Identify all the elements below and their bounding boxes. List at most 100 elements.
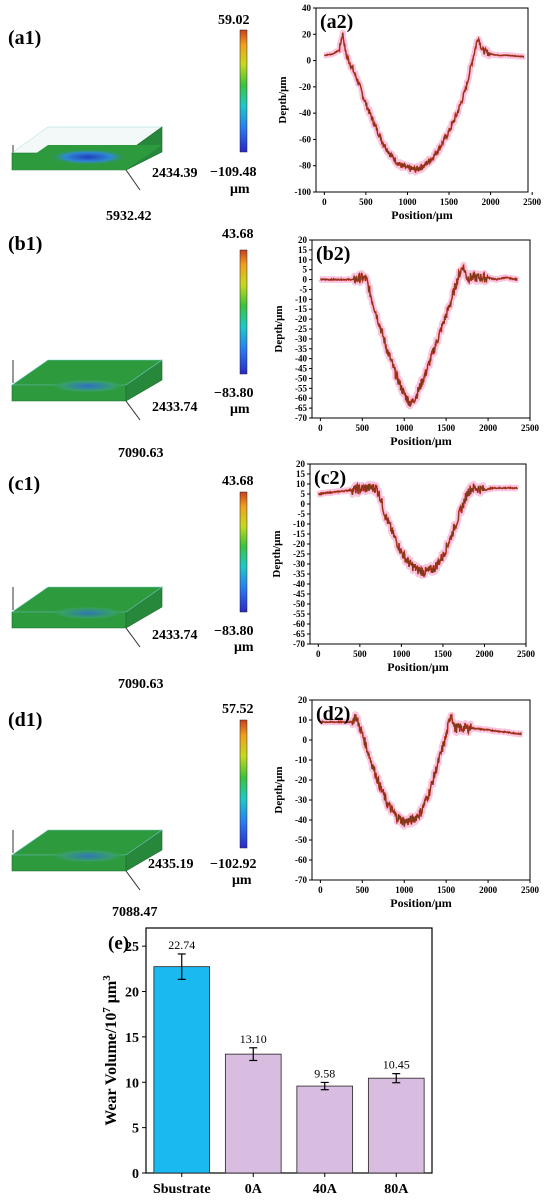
colorbar-max: 43.68: [222, 227, 254, 242]
y-tick-label: -65: [295, 403, 307, 413]
wear-volume-bar-chart: 0 5 10 15 20 25 22.74 Sbustrate 13.10 0A 9.58 40A 10…: [101, 927, 433, 1197]
x-tick-label: 1500: [437, 423, 456, 433]
y-tick-label: -65: [293, 629, 305, 639]
y-axis-label: Wear Volume/107 μm3: [101, 975, 120, 1126]
y-axis-label: Depth/μm: [277, 76, 289, 123]
y-tick-label: -30: [293, 559, 305, 569]
y-tick-label: 15: [298, 245, 308, 255]
y-tick-label: 0: [307, 56, 312, 66]
profile-chart-a2: 0 500 1000 1500 2000 2500 40 20 0 -20 -40 -60 -80 -10…: [277, 3, 542, 222]
map-width-label: 2435.19: [148, 857, 194, 872]
panel-label-a1: (a1): [8, 27, 41, 49]
profile-noise: [320, 264, 518, 407]
x-tick-label: 500: [353, 649, 367, 659]
bar: [153, 966, 211, 1174]
colorbar-max: 59.02: [218, 13, 250, 28]
y-tick-label: -40: [299, 108, 311, 118]
y-axis-label: Depth/μm: [271, 530, 283, 577]
y-tick-label: 0: [132, 1167, 139, 1182]
y-tick-label: -35: [295, 344, 307, 354]
map-length-label: 5932.42: [106, 209, 152, 224]
x-tick-label: 1000: [395, 423, 414, 433]
y-tick-label: -20: [293, 539, 305, 549]
y-tick-label: 10: [296, 479, 306, 489]
x-tick-label: 40A: [313, 1182, 338, 1197]
y-tick-label: 0: [301, 499, 306, 509]
colorbar: [239, 491, 248, 613]
y-tick-label: -50: [293, 599, 305, 609]
y-tick-label: -55: [295, 383, 307, 393]
x-axis-label: Position/μm: [390, 434, 451, 448]
y-tick-label: -30: [295, 334, 307, 344]
profile-chart-c2: 0 500 1000 1500 2000 250020151050-5-10-15-20-…: [271, 459, 536, 674]
y-tick-label: -15: [293, 529, 305, 539]
y-tick-label: -70: [295, 413, 307, 423]
x-tick-label: 500: [359, 197, 373, 207]
x-tick-label: 0: [318, 423, 323, 433]
panel-label-d1: (d1): [8, 709, 42, 731]
x-axis-label: Position/μm: [391, 208, 452, 222]
y-tick-label: -60: [293, 619, 305, 629]
y-tick-label: -30: [295, 795, 307, 805]
y-tick-label: -40: [295, 815, 307, 825]
colorbar-unit: μm: [232, 873, 252, 888]
x-tick-label: 2500: [521, 885, 540, 895]
bar: [224, 1053, 282, 1174]
y-axis-label: Depth/μm: [273, 305, 285, 352]
y-tick-label: 0: [303, 275, 308, 285]
x-tick-label: 2000: [479, 423, 498, 433]
panel-label-c1: (c1): [8, 473, 40, 495]
x-tick-label: 0: [318, 885, 323, 895]
y-tick-label: -55: [293, 609, 305, 619]
map-width-label: 2433.74: [152, 628, 198, 643]
y-tick-label: 20: [302, 29, 312, 39]
y-tick-label: -60: [295, 855, 307, 865]
y-tick-label: 5: [132, 1122, 139, 1137]
y-tick-label: -20: [299, 82, 311, 92]
data-label: 9.58: [314, 1066, 335, 1080]
y-tick-label: -20: [295, 314, 307, 324]
y-tick-label: 15: [296, 469, 306, 479]
y-tick-label: 20: [296, 459, 306, 469]
colorbar-min: −109.48: [210, 165, 256, 180]
profile-series: [324, 32, 525, 173]
y-tick-label: 10: [298, 715, 308, 725]
y-tick-label: -5: [300, 284, 308, 294]
y-tick-label: -35: [293, 569, 305, 579]
x-axis-label: Position/μm: [390, 896, 451, 910]
y-tick-label: 0: [303, 735, 308, 745]
x-tick-label: 2500: [523, 197, 542, 207]
plot-frame: [145, 927, 433, 1174]
wear-map-3d: [11, 586, 163, 648]
profile-series: [320, 714, 522, 827]
y-tick-label: -50: [295, 835, 307, 845]
colorbar: [239, 249, 248, 375]
y-tick-label: -5: [298, 509, 306, 519]
y-tick-label: 20: [298, 695, 308, 705]
profile-chart-b2: 0 500 1000 1500 2000 250020151050-5-10-15-20-…: [273, 235, 540, 448]
y-tick-label: -100: [295, 187, 312, 197]
y-tick-label: -45: [295, 364, 307, 374]
bar: [367, 1077, 425, 1174]
x-tick-label: 2000: [479, 885, 498, 895]
x-tick-label: 1000: [392, 649, 411, 659]
x-tick-label: 2000: [475, 649, 494, 659]
y-tick-label: -25: [295, 324, 307, 334]
row-c-map: (c1) 2433.74 7090.63 43.68 −83.80 μm: [8, 473, 254, 692]
colorbar: [239, 719, 248, 849]
map-width-label: 2433.74: [152, 400, 198, 415]
x-axis-label: Position/μm: [387, 660, 448, 674]
x-tick-label: 2500: [517, 649, 536, 659]
map-width-label: 2434.39: [152, 166, 198, 181]
y-tick-label: 5: [303, 265, 308, 275]
y-tick-label: -10: [293, 519, 305, 529]
plot-frame: [311, 699, 531, 881]
colorbar-min: −83.80: [214, 624, 253, 639]
bar: [296, 1085, 354, 1174]
data-label: 13.10: [240, 1032, 267, 1046]
row-b-map: (b1) 2433.74 7090.63 43.68 −83.80 μm: [8, 227, 254, 461]
y-tick-label: 10: [298, 255, 308, 265]
profile-series: [317, 482, 518, 577]
y-tick-label: -25: [293, 549, 305, 559]
